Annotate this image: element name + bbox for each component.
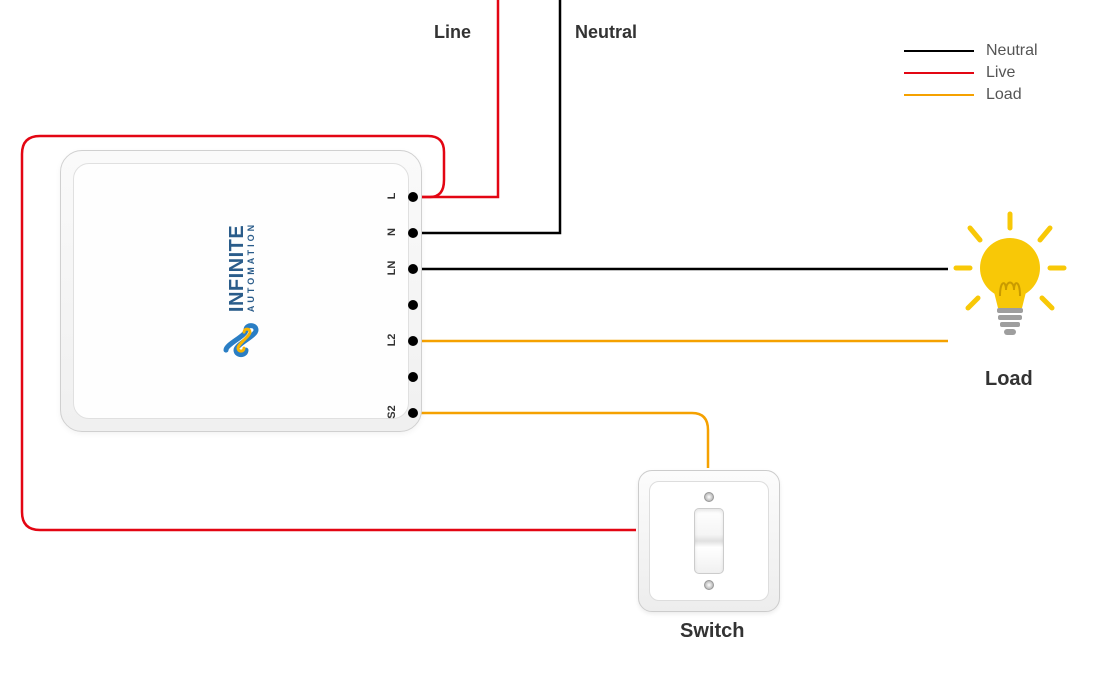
- terminal-dot-blank: [408, 300, 418, 310]
- terminal-label-N: N: [386, 222, 398, 242]
- legend: Neutral Live Load: [904, 42, 1064, 108]
- switch-screw-bottom: [704, 580, 714, 590]
- terminal-label-LN: LN: [386, 258, 398, 278]
- device-face: INFINITE AUTOMATION: [73, 163, 409, 419]
- legend-row-live: Live: [904, 64, 1064, 82]
- infinity-logo-icon: [221, 320, 261, 360]
- line-label: Line: [434, 22, 471, 43]
- legend-line-neutral: [904, 50, 974, 52]
- legend-label: Load: [986, 86, 1022, 104]
- terminal-dot-L2: [408, 336, 418, 346]
- terminal-dot-N: [408, 228, 418, 238]
- neutral-label: Neutral: [575, 22, 637, 43]
- legend-label: Live: [986, 64, 1015, 82]
- terminal-dot-L: [408, 192, 418, 202]
- wall-switch: [638, 470, 780, 612]
- brand-name: INFINITE: [227, 222, 247, 312]
- switch-toggle[interactable]: [694, 508, 724, 574]
- terminal-label-S2: S2: [386, 402, 398, 422]
- brand-subtitle: AUTOMATION: [247, 222, 256, 312]
- legend-row-neutral: Neutral: [904, 42, 1064, 60]
- terminal-label-L2: L2: [386, 330, 398, 350]
- wire-load-S2: [413, 413, 708, 468]
- light-bulb-icon: [950, 210, 1070, 370]
- load-label: Load: [985, 368, 1033, 391]
- terminal-dot-LN: [408, 264, 418, 274]
- terminal-label-L: L: [386, 186, 398, 206]
- switch-screw-top: [704, 492, 714, 502]
- switch-plate-inner: [649, 481, 769, 601]
- switch-label: Switch: [680, 620, 744, 643]
- brand-logo: INFINITE AUTOMATION: [221, 222, 261, 360]
- legend-line-live: [904, 72, 974, 74]
- legend-label: Neutral: [986, 42, 1038, 60]
- terminal-dot-S2: [408, 408, 418, 418]
- legend-row-load: Load: [904, 86, 1064, 104]
- automation-device: INFINITE AUTOMATION: [60, 150, 422, 432]
- terminal-dot-blank: [408, 372, 418, 382]
- legend-line-load: [904, 94, 974, 96]
